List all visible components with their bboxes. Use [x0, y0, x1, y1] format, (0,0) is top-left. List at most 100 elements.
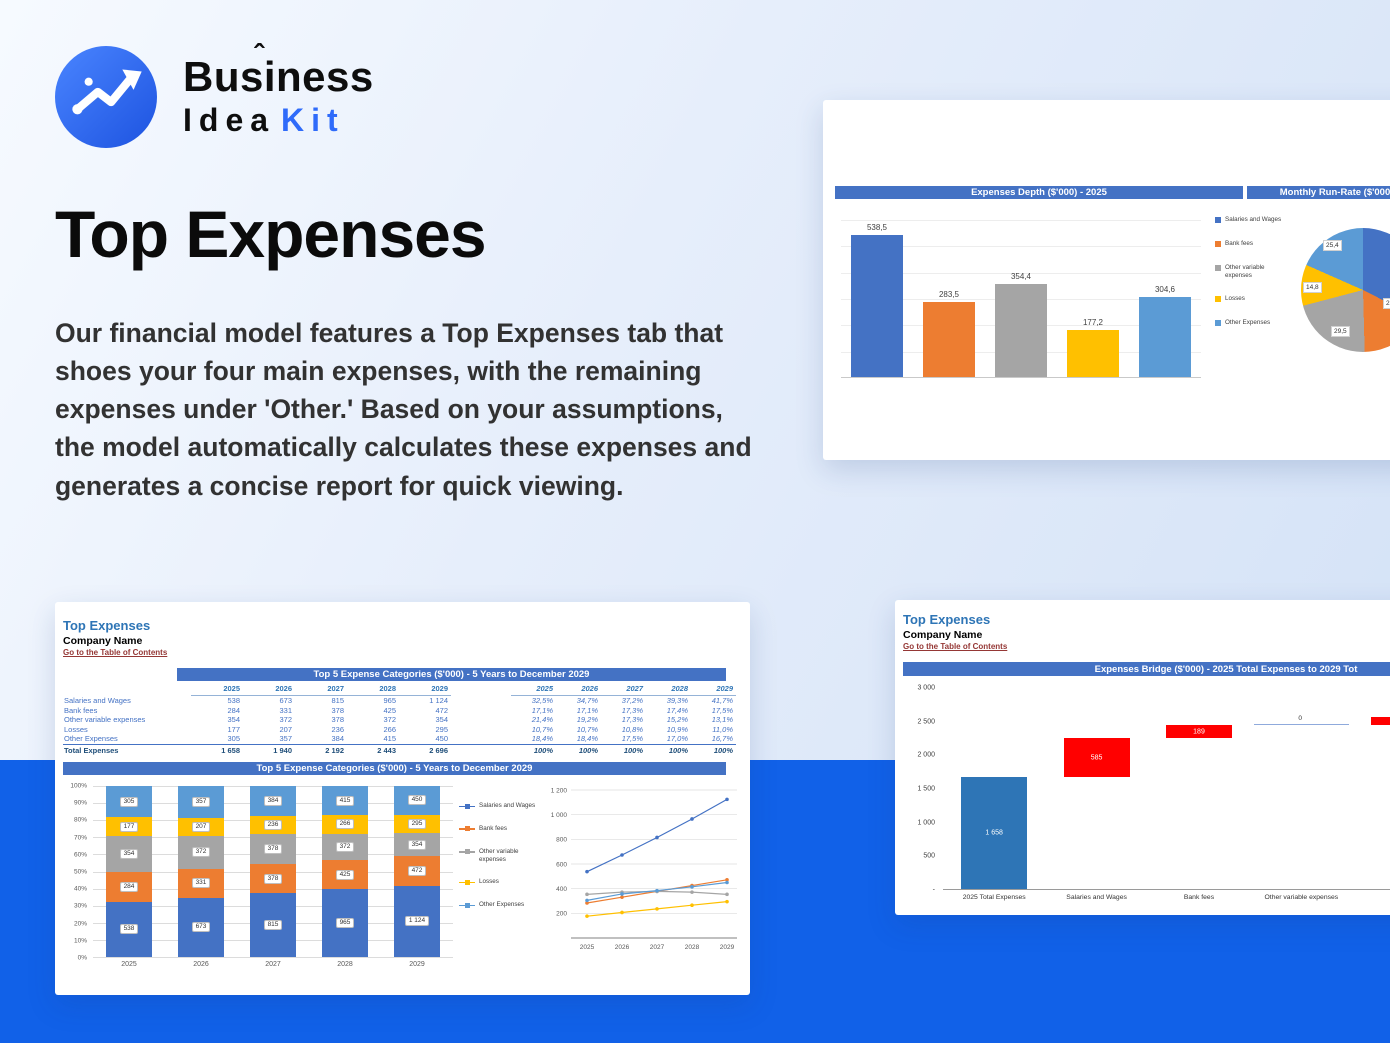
- table-cell: 100%: [691, 743, 736, 756]
- y-axis-label: 1 500: [917, 785, 935, 793]
- table-of-contents-link[interactable]: Go to the Table of Contents: [903, 642, 1008, 651]
- table-of-contents-link[interactable]: Go to the Table of Contents: [63, 648, 168, 657]
- connector-line: [1254, 724, 1349, 726]
- stacked-bar-segment: 236: [250, 816, 296, 835]
- table-cell: [451, 706, 511, 716]
- stacked-bar-segment: 538: [106, 901, 152, 957]
- segment-value-label: 284: [119, 881, 139, 892]
- stacked-bar-segment: 425: [322, 859, 368, 890]
- table-cell: [63, 684, 191, 696]
- legend-label: Other variable expenses: [479, 847, 519, 863]
- stacked-bar-segment: 965: [322, 889, 368, 957]
- segment-value-label: 354: [407, 839, 427, 850]
- svg-text:1 000: 1 000: [551, 812, 568, 819]
- segment-value-label: 384: [263, 796, 283, 807]
- page-title: Top Expenses: [55, 197, 487, 271]
- table-cell: Bank fees: [64, 705, 98, 715]
- stacked-bar-segment: 354: [106, 835, 152, 873]
- stacked-bar-segment: 266: [322, 815, 368, 834]
- stacked-bar-segment: 372: [322, 833, 368, 860]
- segment-value-label: 1 124: [404, 916, 430, 927]
- segment-value-label: 177: [119, 821, 139, 832]
- segment-value-label: 372: [191, 847, 211, 858]
- table-cell: 100%: [511, 743, 556, 756]
- brand-name-top: Business: [183, 40, 374, 99]
- svg-text:800: 800: [556, 837, 567, 844]
- table-cell: [451, 734, 511, 744]
- svg-text:400: 400: [556, 886, 567, 893]
- table-cell: 10,8%: [621, 724, 643, 734]
- stacked-bar: 965 425 372 266 415: [322, 786, 368, 957]
- company-name: Company Name: [903, 629, 983, 641]
- table-cell: 236: [331, 724, 344, 734]
- segment-value-label: 425: [335, 869, 355, 880]
- segment-value-label: 305: [119, 796, 139, 807]
- depth-bar: [1139, 296, 1191, 377]
- waterfall-bar: 189: [1166, 725, 1232, 738]
- table-cell: 19,2%: [576, 715, 598, 724]
- expenses-depth-bar-chart: 538,5 283,5 354,4 177,2 304,6: [839, 204, 1205, 380]
- waterfall-bar: [1370, 717, 1390, 726]
- y-axis-label: 30%: [73, 902, 87, 910]
- y-axis-label: 60%: [73, 851, 87, 859]
- table-cell: 305: [227, 734, 240, 743]
- table-cell: 965: [383, 696, 396, 705]
- table-cell: 384: [331, 734, 344, 743]
- table-cell: 207: [279, 724, 292, 734]
- segment-value-label: 372: [335, 841, 355, 852]
- table-cell: 100%: [556, 743, 601, 756]
- gridline: [841, 246, 1201, 248]
- bridge-chart-title: Expenses Bridge ($'000) - 2025 Total Exp…: [903, 662, 1390, 676]
- stacked-bar-slot: 815 378 378 236 384: [237, 786, 309, 957]
- segment-value-label: 378: [263, 844, 283, 855]
- hero-description: Our financial model features a Top Expen…: [55, 318, 752, 501]
- table-cell: 354: [227, 715, 240, 724]
- stacked-bar-slot: 673 331 372 207 357: [165, 786, 237, 957]
- x-axis-label: 2029: [409, 961, 425, 968]
- table-cell: 2 696: [399, 743, 451, 756]
- depth-bar: [1067, 330, 1119, 377]
- x-axis-label: 2028: [337, 961, 353, 968]
- brand-name-idea: Idea: [183, 102, 276, 139]
- legend-marker: [464, 803, 470, 809]
- y-axis-label: 2 500: [917, 718, 935, 726]
- legend-item: Losses: [1215, 295, 1289, 303]
- bar-value-label: 538,5: [866, 223, 888, 233]
- table-cell: 354: [435, 715, 448, 724]
- legend-label: Salaries and Wages: [1225, 216, 1282, 223]
- y-axis-label: 50%: [73, 868, 87, 876]
- table-cell: 331: [279, 705, 292, 715]
- legend-item: Bank fees: [1215, 240, 1289, 248]
- stacked-bar-segment: 295: [394, 814, 440, 834]
- segment-value-label: 295: [407, 818, 427, 829]
- depth-bar: [995, 283, 1047, 377]
- segment-value-label: 207: [191, 821, 211, 832]
- table-cell: 32,5%: [531, 696, 553, 705]
- stacked-bar-slot: 1 124 472 354 295 450: [381, 786, 453, 957]
- table-cell: 295: [435, 724, 448, 734]
- y-axis-label: 100%: [70, 782, 87, 790]
- table-cell: 2027: [295, 684, 347, 696]
- table-cell: [451, 725, 511, 735]
- y-axis-label: 10%: [73, 937, 87, 945]
- expenses-depth-card: Expenses Depth ($'000) - 2025 Monthly Ru…: [823, 100, 1390, 460]
- depth-chart-legend: Salaries and Wages Bank fees Other variabl…: [1215, 216, 1289, 327]
- svg-text:1 200: 1 200: [551, 787, 568, 794]
- stacked-y-axis: 100% 90% 80% 70% 60% 50% 40% 30% 20% 10% 0%: [63, 782, 89, 962]
- stacked-bar: 815 378 378 236 384: [250, 786, 296, 957]
- table-cell: 100%: [646, 743, 691, 756]
- table-cell: 2026: [556, 684, 601, 696]
- table-cell: 673: [279, 696, 292, 705]
- table-cell: 2025: [511, 684, 556, 696]
- svg-text:2027: 2027: [650, 944, 665, 951]
- x-axis-label: Losses: [1353, 894, 1390, 901]
- legend-item: Salaries and Wages: [459, 802, 541, 810]
- bar-value-label: 354,4: [1010, 271, 1032, 281]
- expense-table-title: Top 5 Expense Categories ($'000) - 5 Yea…: [177, 668, 726, 681]
- table-cell: 17,3%: [621, 715, 643, 724]
- svg-text:2026: 2026: [615, 944, 630, 951]
- stacked-bar-segment: 177: [106, 817, 152, 836]
- table-cell: 17,3%: [621, 705, 643, 715]
- pie-slice-label: 14,8: [1303, 282, 1322, 293]
- table-cell: 177: [227, 724, 240, 734]
